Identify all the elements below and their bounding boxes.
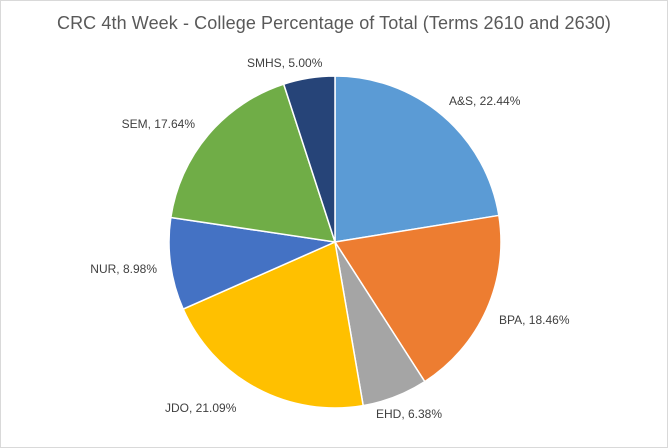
pie-slice-nur	[168, 216, 338, 311]
data-label-a-s: A&S, 22.44%	[449, 94, 521, 108]
chart-title: CRC 4th Week - College Percentage of Tot…	[56, 13, 612, 33]
data-label-bpa: BPA, 18.46%	[499, 313, 570, 327]
pie-slice-sem	[169, 83, 337, 243]
data-label-ehd: EHD, 6.38%	[376, 407, 442, 421]
data-label-jdo: JDO, 21.09%	[165, 401, 237, 415]
pie-slice-bpa	[333, 214, 502, 383]
data-label-smhs: SMHS, 5.00%	[247, 56, 323, 70]
pie-slice-a-s	[334, 75, 500, 243]
data-label-nur: NUR, 8.98%	[90, 262, 157, 276]
pie-slice-smhs	[282, 75, 336, 243]
pie-slice-jdo	[182, 240, 365, 409]
data-label-sem: SEM, 17.64%	[122, 117, 196, 131]
